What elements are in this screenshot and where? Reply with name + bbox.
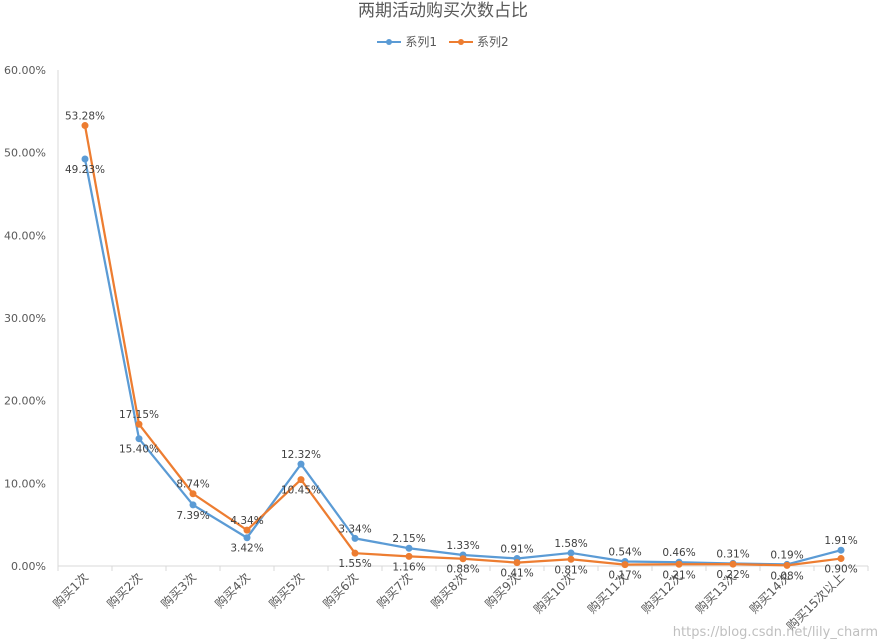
data-label-series1: 2.15%: [392, 533, 425, 545]
series-line-2: [83, 125, 842, 567]
data-point-series2: [837, 555, 845, 563]
data-point-series2: [135, 420, 143, 428]
x-tick-label: 购买10次: [530, 570, 577, 617]
data-point-series2: [351, 549, 359, 557]
legend-item-series2: 系列2: [449, 33, 509, 50]
data-label-series1: 0.54%: [608, 547, 641, 559]
data-label-series2: 0.08%: [770, 570, 803, 582]
data-point-series1: [405, 544, 413, 552]
legend-item-series1: 系列1: [377, 33, 437, 50]
data-label-series1: 0.19%: [770, 549, 803, 561]
data-label-series2: 0.90%: [824, 564, 857, 576]
data-point-series2: [189, 490, 197, 498]
data-label-series1: 12.32%: [281, 449, 321, 461]
data-point-series1: [135, 435, 143, 443]
legend-marker-series1: [377, 36, 402, 48]
data-label-series2: 10.45%: [281, 485, 321, 497]
legend-label-series2: 系列2: [477, 35, 509, 49]
chart-title: 两期活动购买次数占比: [358, 1, 528, 21]
data-point-series2: [243, 526, 251, 534]
data-point-series2: [513, 559, 521, 567]
data-label-series1: 0.91%: [500, 543, 533, 555]
y-tick-label: 20.00%: [4, 395, 46, 408]
data-label-series1: 3.34%: [338, 523, 371, 535]
x-tick-label: 购买6次: [320, 570, 361, 611]
y-tick-label: 50.00%: [4, 147, 46, 160]
x-tick-label: 购买4次: [212, 570, 253, 611]
data-point-series1: [567, 549, 575, 557]
data-point-series1: [837, 546, 845, 554]
data-point-series2: [729, 560, 737, 568]
x-tick-label: 购买8次: [428, 570, 469, 611]
watermark: https://blog.csdn.net/lily_charm: [672, 625, 878, 640]
data-point-series2: [675, 560, 683, 568]
data-label-series2: 0.21%: [662, 569, 695, 581]
data-label-series1: 3.42%: [230, 543, 263, 555]
data-label-series1: 1.58%: [554, 538, 587, 550]
legend-marker-series2: [449, 36, 473, 48]
data-label-series1: 15.40%: [119, 444, 159, 456]
x-tick-label: 购买3次: [158, 570, 199, 611]
y-tick-label: 60.00%: [4, 64, 46, 77]
data-label-series2: 0.81%: [554, 564, 587, 576]
x-tick-label: 购买1次: [50, 570, 91, 611]
data-label-series2: 8.74%: [176, 479, 209, 491]
data-label-series2: 4.34%: [230, 515, 263, 527]
data-point-series2: [81, 122, 89, 130]
data-point-series1: [189, 501, 197, 509]
data-label-series2: 53.28%: [65, 111, 105, 123]
data-point-series2: [621, 561, 629, 569]
data-point-series1: [81, 155, 89, 163]
data-label-series1: 0.31%: [716, 548, 749, 560]
data-label-series1: 49.23%: [65, 164, 105, 176]
data-label-series1: 1.33%: [446, 540, 479, 552]
data-label-series2: 0.17%: [608, 570, 641, 582]
x-tick-label: 购买7次: [374, 570, 415, 611]
data-label-series2: 1.16%: [392, 561, 425, 573]
data-label-series2: 17.15%: [119, 409, 159, 421]
data-label-series2: 0.22%: [716, 569, 749, 581]
data-label-series2: 1.55%: [338, 558, 371, 570]
data-point-series1: [351, 534, 359, 542]
data-point-series1: [243, 534, 251, 542]
y-tick-label: 0.00%: [11, 560, 46, 573]
x-tick-label: 购买2次: [104, 570, 145, 611]
legend: 系列1 系列2: [0, 33, 886, 50]
y-tick-label: 10.00%: [4, 477, 46, 490]
data-point-series2: [567, 555, 575, 563]
data-point-series2: [783, 561, 791, 569]
legend-label-series1: 系列1: [405, 35, 437, 49]
data-point-series1: [297, 460, 305, 468]
x-tick-label: 购买5次: [266, 570, 307, 611]
data-label-series1: 7.39%: [176, 510, 209, 522]
data-label-series1: 1.91%: [824, 535, 857, 547]
data-point-series2: [297, 476, 305, 484]
series-line-1: [83, 158, 842, 566]
data-point-series2: [405, 552, 413, 560]
data-point-series2: [459, 555, 467, 563]
data-label-series1: 0.46%: [662, 547, 695, 559]
data-label-series2: 0.41%: [500, 568, 533, 580]
y-tick-label: 40.00%: [4, 229, 46, 242]
data-label-series2: 0.88%: [446, 564, 479, 576]
y-tick-label: 30.00%: [4, 312, 46, 325]
